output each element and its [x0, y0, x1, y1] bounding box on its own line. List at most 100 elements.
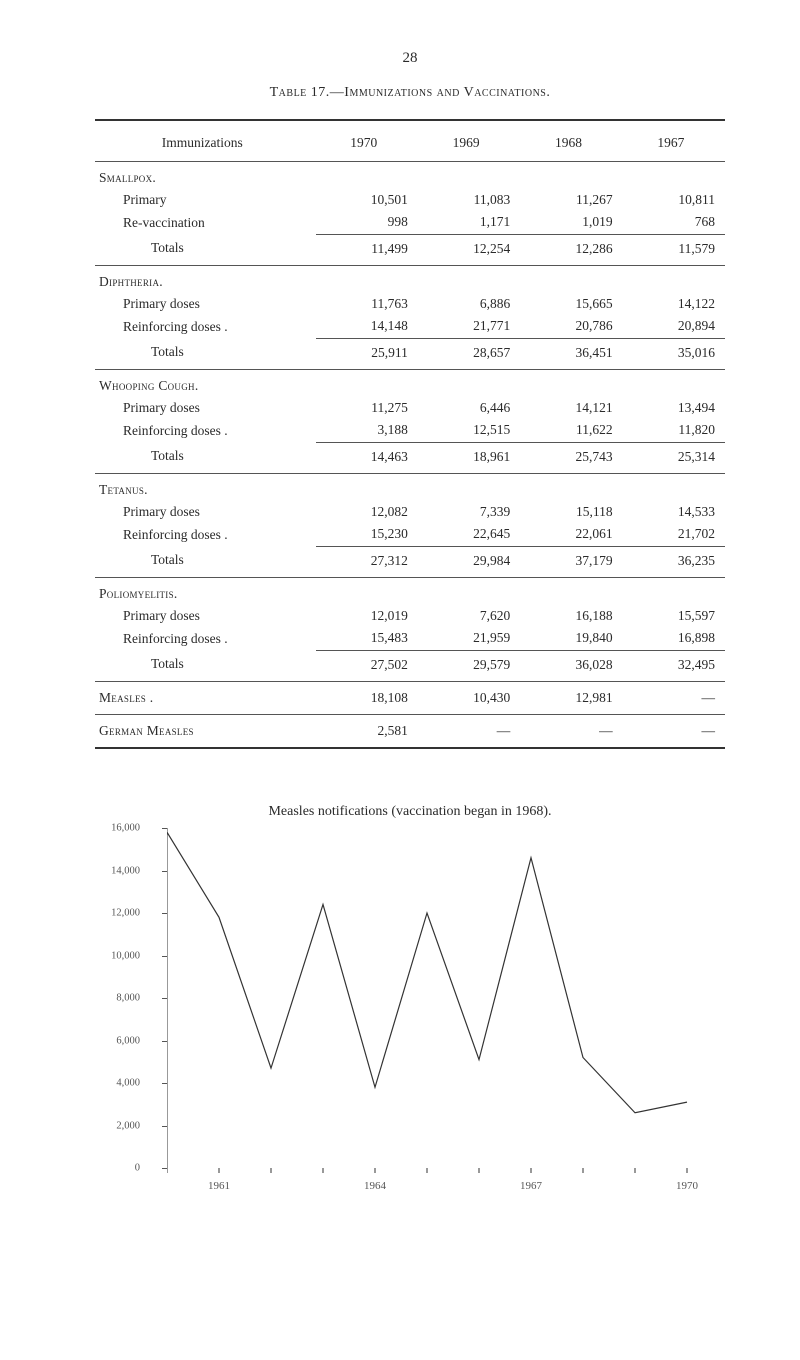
table-cell: 1,019	[520, 211, 622, 235]
table-cell: 20,894	[623, 315, 725, 339]
totals-label: Totals	[95, 443, 316, 474]
y-axis-label: 2,000	[116, 1120, 140, 1131]
table-cell: 32,495	[623, 651, 725, 682]
section-head: German Measles	[95, 715, 316, 749]
y-axis-label: 16,000	[111, 823, 140, 834]
table-cell: 35,016	[623, 339, 725, 370]
chart-caption: Measles notifications (vaccination began…	[95, 804, 725, 820]
table-cell: 12,981	[520, 682, 622, 715]
table-cell: 11,275	[316, 397, 418, 419]
table-cell: 2,581	[316, 715, 418, 749]
table-cell: 14,121	[520, 397, 622, 419]
row-label: Primary doses	[95, 293, 316, 315]
table-cell: 10,501	[316, 189, 418, 211]
table-cell: 36,235	[623, 547, 725, 578]
table-cell: 21,959	[418, 627, 520, 651]
table-cell: 21,771	[418, 315, 520, 339]
table-cell: 12,082	[316, 501, 418, 523]
table-cell: 11,763	[316, 293, 418, 315]
table-cell: 27,502	[316, 651, 418, 682]
table-cell: 7,620	[418, 605, 520, 627]
table-cell: 11,083	[418, 189, 520, 211]
table-cell: 14,148	[316, 315, 418, 339]
table-cell: 11,579	[623, 235, 725, 266]
table-cell: 22,061	[520, 523, 622, 547]
table-cell: 16,188	[520, 605, 622, 627]
row-label: Primary doses	[95, 397, 316, 419]
table-cell: 15,597	[623, 605, 725, 627]
x-axis-label: 1964	[364, 1180, 386, 1192]
table-cell: —	[418, 715, 520, 749]
table-cell: 36,451	[520, 339, 622, 370]
col-header-immunizations: Immunizations	[95, 120, 316, 162]
y-axis-label: 8,000	[116, 993, 140, 1004]
table-cell: 12,515	[418, 419, 520, 443]
table-cell: 15,483	[316, 627, 418, 651]
y-axis-label: 6,000	[116, 1035, 140, 1046]
table-cell: 25,911	[316, 339, 418, 370]
totals-label: Totals	[95, 339, 316, 370]
table-cell: 12,254	[418, 235, 520, 266]
section-head: Poliomyelitis.	[95, 578, 316, 606]
table-cell: 768	[623, 211, 725, 235]
immunizations-table: Immunizations 1970 1969 1968 1967 Smallp…	[95, 119, 725, 749]
table-cell: 25,314	[623, 443, 725, 474]
table-cell: 37,179	[520, 547, 622, 578]
col-header-1970: 1970	[316, 120, 418, 162]
table-cell: 11,622	[520, 419, 622, 443]
table-cell: 36,028	[520, 651, 622, 682]
row-label: Re-vaccination	[95, 211, 316, 235]
table-cell: 6,886	[418, 293, 520, 315]
section-head: Measles .	[95, 682, 316, 715]
table-cell: —	[623, 715, 725, 749]
table-cell: 15,230	[316, 523, 418, 547]
table-cell: 14,122	[623, 293, 725, 315]
table-cell: 14,463	[316, 443, 418, 474]
table-cell: —	[520, 715, 622, 749]
table-cell: 10,430	[418, 682, 520, 715]
table-cell: 6,446	[418, 397, 520, 419]
table-cell: 11,267	[520, 189, 622, 211]
col-header-1969: 1969	[418, 120, 520, 162]
row-label: Reinforcing doses .	[95, 523, 316, 547]
row-label: Reinforcing doses .	[95, 419, 316, 443]
table-cell: 22,645	[418, 523, 520, 547]
row-label: Primary	[95, 189, 316, 211]
table-cell: 25,743	[520, 443, 622, 474]
y-axis-label: 14,000	[111, 865, 140, 876]
table-cell: 28,657	[418, 339, 520, 370]
table-cell: 15,665	[520, 293, 622, 315]
table-cell: 12,286	[520, 235, 622, 266]
section-head: Diphtheria.	[95, 266, 316, 294]
section-head: Whooping Cough.	[95, 370, 316, 398]
table-title: Table 17.—Immunizations and Vaccinations…	[95, 85, 725, 101]
table-cell: 18,961	[418, 443, 520, 474]
measles-chart: 16,00014,00012,00010,0008,0006,0004,0002…	[85, 828, 705, 1198]
table-cell: 16,898	[623, 627, 725, 651]
x-axis-label: 1967	[520, 1180, 542, 1192]
row-label: Reinforcing doses .	[95, 627, 316, 651]
table-cell: 29,579	[418, 651, 520, 682]
table-cell: 15,118	[520, 501, 622, 523]
table-cell: 11,499	[316, 235, 418, 266]
table-cell: 3,188	[316, 419, 418, 443]
table-cell: 12,019	[316, 605, 418, 627]
table-cell: 10,811	[623, 189, 725, 211]
table-cell: 7,339	[418, 501, 520, 523]
table-cell: —	[623, 682, 725, 715]
page-number: 28	[95, 50, 725, 67]
table-cell: 19,840	[520, 627, 622, 651]
table-cell: 1,171	[418, 211, 520, 235]
table-cell: 14,533	[623, 501, 725, 523]
x-axis-label: 1970	[676, 1180, 698, 1192]
section-head: Tetanus.	[95, 474, 316, 502]
table-cell: 13,494	[623, 397, 725, 419]
table-cell: 18,108	[316, 682, 418, 715]
table-cell: 11,820	[623, 419, 725, 443]
x-axis-label: 1961	[208, 1180, 230, 1192]
totals-label: Totals	[95, 651, 316, 682]
y-axis-label: 12,000	[111, 908, 140, 919]
col-header-1968: 1968	[520, 120, 622, 162]
table-cell: 21,702	[623, 523, 725, 547]
col-header-1967: 1967	[623, 120, 725, 162]
